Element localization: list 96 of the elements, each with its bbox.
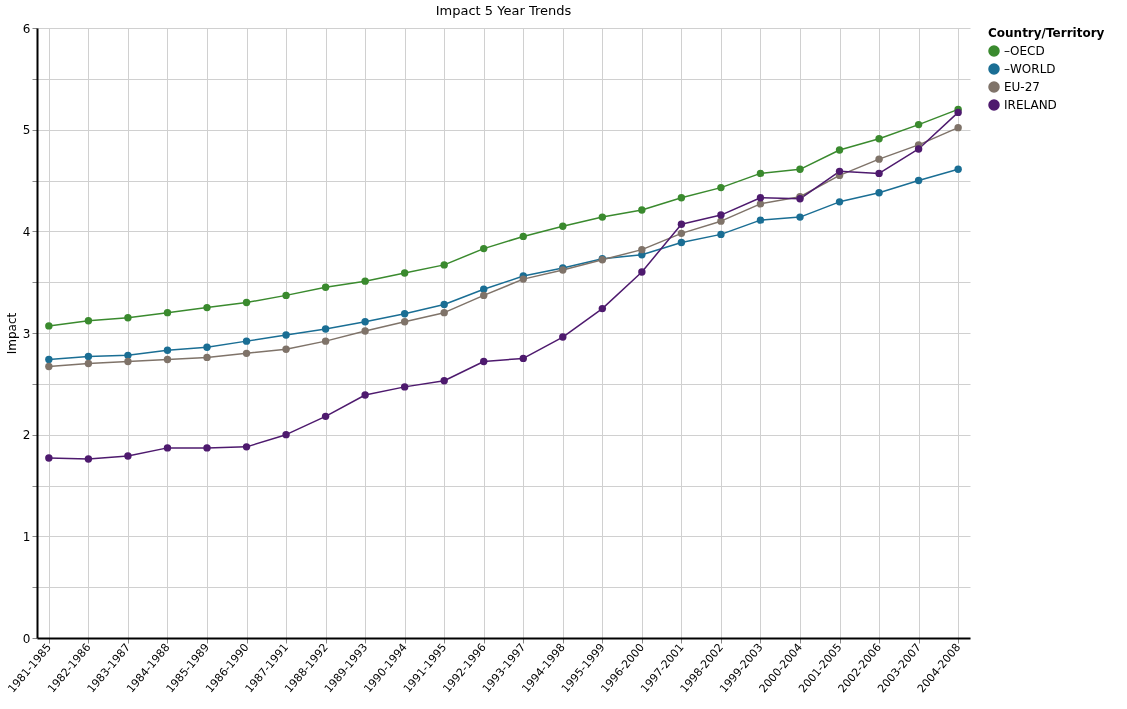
point [400,269,409,277]
point [756,216,765,224]
point [321,283,330,291]
point [84,359,93,368]
point [203,444,211,452]
point [717,183,725,192]
point [45,454,53,462]
legend-title: Country/Territory [988,26,1105,40]
point [84,352,93,361]
point [677,238,686,247]
point [282,331,290,339]
point [835,146,844,154]
y-tick-label: 6 [22,21,31,36]
point [638,268,646,276]
point [954,165,962,174]
point [875,169,883,178]
point [677,220,686,228]
point [756,194,765,202]
point [400,318,409,326]
point [163,355,172,364]
point [875,135,883,143]
point [796,165,804,174]
point [835,167,844,176]
point [480,357,488,366]
point [677,194,686,202]
point [124,452,132,460]
point [875,155,883,163]
point [796,213,804,221]
point [756,169,765,178]
point [163,308,172,317]
y-tick-label: 3 [22,326,31,341]
point [203,353,211,362]
point [361,277,369,285]
point [598,304,607,313]
point [282,291,290,300]
point [638,206,646,214]
point [875,189,883,197]
y-tick-label: 2 [22,428,31,443]
point [84,455,93,463]
point [440,377,448,385]
point [203,343,211,351]
point [598,213,607,221]
point [717,230,725,239]
y-tick-label: 1 [22,529,31,544]
legend-label: –OECD [1004,44,1045,58]
point [440,308,448,317]
y-axis-title: Impact [4,312,19,355]
point [124,357,132,366]
point [242,443,251,451]
point [282,345,290,353]
point [914,120,923,129]
point [361,391,369,399]
point [717,211,725,219]
point [84,317,93,325]
point [321,337,330,345]
y-tick-label: 5 [22,123,31,138]
point [321,325,330,333]
point [203,303,211,312]
point [361,318,369,326]
point [480,285,488,293]
legend-label: –WORLD [1004,62,1056,76]
point [440,261,448,269]
point [242,349,251,358]
point [163,444,172,452]
point [480,291,488,300]
point [519,354,527,363]
point [519,232,527,241]
y-tick-label: 4 [22,224,31,239]
point [677,229,686,238]
point [361,327,369,335]
point [559,333,567,341]
point [638,245,646,254]
point [282,430,290,439]
point [440,300,448,309]
point [45,355,53,364]
point [124,351,132,360]
point [163,346,172,354]
point [954,123,962,132]
point [400,383,409,391]
point [914,176,923,185]
point [756,200,765,208]
point [480,244,488,253]
y-tick-label: 0 [22,631,31,646]
point [321,412,330,421]
legend-label: IRELAND [1004,98,1057,112]
point [400,309,409,318]
point [242,298,251,307]
point [45,322,53,330]
point [835,198,844,206]
point [914,145,923,153]
legend-label: EU-27 [1004,80,1040,94]
point [242,337,251,345]
point [559,222,567,230]
point [124,314,132,322]
chart-title: Impact 5 Year Trends [435,3,572,18]
point [45,362,53,371]
